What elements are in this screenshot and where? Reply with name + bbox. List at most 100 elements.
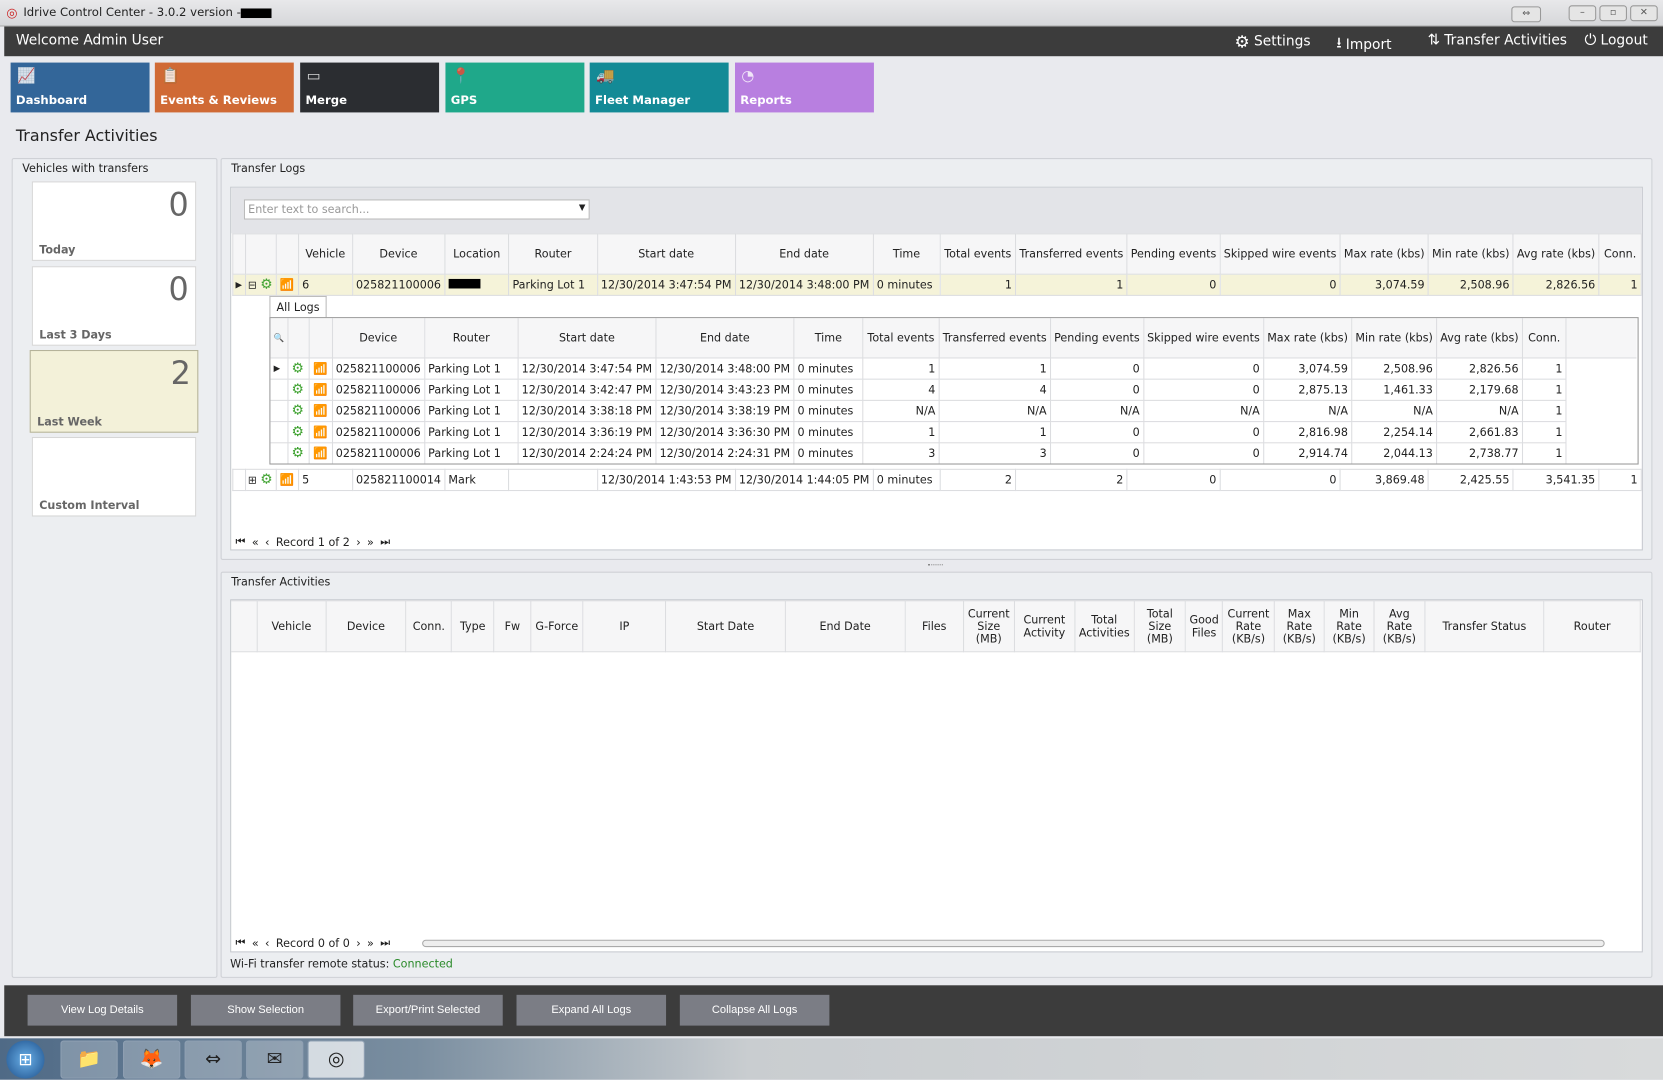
first-page-icon[interactable]: ⏮ <box>235 535 246 549</box>
prev-page-icon[interactable]: « <box>251 536 259 549</box>
expand-icon[interactable]: ⊞ <box>247 475 257 487</box>
expand-all-logs-button[interactable]: Expand All Logs <box>516 994 667 1026</box>
column-header[interactable]: Time <box>872 233 941 275</box>
interval-card[interactable]: 2 Last Week <box>29 349 199 433</box>
prev-icon[interactable]: ‹ <box>265 536 270 549</box>
resize-button[interactable]: ⇔ <box>1511 6 1542 23</box>
show-selection-button[interactable]: Show Selection <box>190 994 341 1026</box>
prev-page-icon[interactable]: « <box>251 937 259 950</box>
start-button[interactable]: ⊞ <box>6 1040 45 1079</box>
column-header[interactable]: Device <box>325 600 407 653</box>
column-header[interactable]: Router <box>423 318 519 359</box>
last-page-icon[interactable]: ⏭ <box>380 535 391 549</box>
column-header[interactable]: Pending events <box>1126 233 1221 275</box>
table-row[interactable]: ▶ ⚙ 📶 025821100006 Parking Lot 1 12/30/2014 3… <box>270 357 1636 380</box>
column-header[interactable]: Start date <box>596 233 736 275</box>
column-header[interactable]: Router <box>1543 600 1641 653</box>
transfer-activities-link[interactable]: ⇅ Transfer Activities <box>1427 31 1567 49</box>
table-row[interactable]: ⚙ 📶 025821100006 Parking Lot 1 12/30/2014 3:… <box>270 399 1636 423</box>
idrive-taskbar-icon[interactable]: ◎ <box>307 1040 365 1079</box>
horizontal-scrollbar[interactable] <box>422 939 1605 948</box>
column-header[interactable]: Total events <box>862 318 940 359</box>
column-header[interactable]: Max rate (kbs) <box>1262 318 1353 359</box>
import-link[interactable]: ⭳ Import <box>1336 32 1391 57</box>
column-header[interactable]: End Date <box>784 600 906 653</box>
column-header[interactable]: Current Activity <box>1013 600 1076 653</box>
column-header[interactable]: Total Activities <box>1074 600 1135 653</box>
column-header[interactable]: Min rate (kbs) <box>1351 318 1438 359</box>
column-header[interactable]: Type <box>451 600 495 653</box>
last-page-icon[interactable]: ⏭ <box>380 936 391 950</box>
column-header[interactable]: Transferred events <box>1015 233 1128 275</box>
column-header[interactable]: Start date <box>517 318 657 359</box>
tile-gps[interactable]: 📍 GPS <box>445 62 585 113</box>
column-header[interactable]: Min rate (kbs) <box>1427 233 1514 275</box>
view-log-details-button[interactable]: View Log Details <box>27 994 178 1026</box>
column-header[interactable]: Max Rate (KB/s) <box>1273 600 1325 653</box>
column-header[interactable]: Current Size (MB) <box>962 600 1015 653</box>
chevron-down-icon[interactable]: ▼ <box>578 202 586 213</box>
collapse-all-logs-button[interactable]: Collapse All Logs <box>679 994 830 1026</box>
tile-dashboard[interactable]: 📈 Dashboard <box>10 62 150 113</box>
column-header[interactable]: Time <box>793 318 864 359</box>
column-header[interactable]: Device <box>331 318 426 359</box>
column-header[interactable]: Pending events <box>1049 318 1144 359</box>
column-header[interactable]: Start Date <box>665 600 786 653</box>
maximize-button[interactable]: ▫ <box>1599 5 1627 22</box>
tile-fleet-manager[interactable]: 🚚 Fleet Manager <box>589 62 729 113</box>
column-header[interactable]: Vehicle <box>297 233 353 275</box>
column-header[interactable]: Fw <box>493 600 532 653</box>
close-button[interactable]: ✕ <box>1630 5 1658 22</box>
interval-card[interactable]: 0 Today <box>31 181 197 261</box>
column-header[interactable]: Location <box>444 233 510 275</box>
next-page-icon[interactable]: » <box>367 937 374 950</box>
tab-all-logs[interactable]: All Logs <box>269 295 327 319</box>
table-row[interactable]: ⚙ 📶 025821100006 Parking Lot 1 12/30/2014 2:… <box>270 442 1636 464</box>
collapse-icon[interactable]: ⊟ <box>247 279 257 292</box>
column-header[interactable]: Good Files <box>1185 600 1224 653</box>
column-header[interactable]: Files <box>904 600 964 653</box>
next-icon[interactable]: › <box>356 937 361 950</box>
tile-merge[interactable]: ▭ Merge <box>300 62 440 113</box>
tile-events-reviews[interactable]: 📋 Events & Reviews <box>154 62 294 113</box>
prev-icon[interactable]: ‹ <box>265 937 270 950</box>
settings-link[interactable]: ⚙ Settings <box>1234 31 1311 52</box>
column-header[interactable]: Conn. <box>405 600 453 653</box>
search-input[interactable]: Enter text to search... ▼ <box>243 199 590 220</box>
column-header[interactable]: Transferred events <box>938 318 1051 359</box>
interval-card[interactable]: Custom Interval <box>31 436 197 517</box>
firefox-taskbar-icon[interactable]: 🦊 <box>123 1040 181 1079</box>
column-header[interactable]: Avg rate (kbs) <box>1436 318 1523 359</box>
splitter-handle[interactable] <box>928 564 943 566</box>
column-header[interactable]: G-Force <box>530 600 584 653</box>
column-header[interactable]: Avg Rate (KB/s) <box>1373 600 1426 653</box>
column-header[interactable]: Conn. <box>1521 318 1567 359</box>
logout-link[interactable]: ⏻ Logout <box>1584 31 1648 49</box>
column-header[interactable]: Skipped wire events <box>1219 233 1341 275</box>
table-row[interactable]: ▶ ⊟ ⚙ 📶 6 025821100006 Parking Lot 1 12/30/201… <box>232 273 1642 296</box>
table-row[interactable]: ⊞ ⚙ 📶 5 025821100014 Mark 12/30/2014 1:43:53 … <box>232 468 1642 492</box>
column-header[interactable]: Max rate (kbs) <box>1339 233 1429 275</box>
tile-reports[interactable]: ◔ Reports <box>734 62 874 113</box>
column-header[interactable]: Conn. <box>1598 233 1642 275</box>
interval-card[interactable]: 0 Last 3 Days <box>31 266 197 346</box>
teamviewer-taskbar-icon[interactable]: ⇔ <box>184 1040 242 1079</box>
table-row[interactable]: ⚙ 📶 025821100006 Parking Lot 1 12/30/2014 3:… <box>270 421 1636 444</box>
column-header[interactable]: Min Rate (KB/s) <box>1323 600 1375 653</box>
next-icon[interactable]: › <box>356 536 361 549</box>
column-header[interactable]: IP <box>582 600 667 653</box>
column-header[interactable]: Avg rate (kbs) <box>1512 233 1600 275</box>
first-page-icon[interactable]: ⏮ <box>235 936 246 950</box>
search-icon[interactable]: 🔍 <box>270 318 289 359</box>
minimize-button[interactable]: – <box>1568 5 1597 22</box>
mail-taskbar-icon[interactable]: ✉ <box>246 1040 304 1079</box>
column-header[interactable]: End date <box>734 233 874 275</box>
column-header[interactable]: Router <box>508 233 598 275</box>
export-print-selected-button[interactable]: Export/Print Selected <box>353 994 503 1026</box>
column-header[interactable]: Device <box>351 233 446 275</box>
column-header[interactable]: Skipped wire events <box>1142 318 1265 359</box>
explorer-taskbar-icon[interactable]: 📁 <box>60 1040 118 1079</box>
column-header[interactable]: Total events <box>939 233 1017 275</box>
table-row[interactable]: ⚙ 📶 025821100006 Parking Lot 1 12/30/2014 3:… <box>270 378 1636 401</box>
column-header[interactable]: Vehicle <box>256 600 327 653</box>
